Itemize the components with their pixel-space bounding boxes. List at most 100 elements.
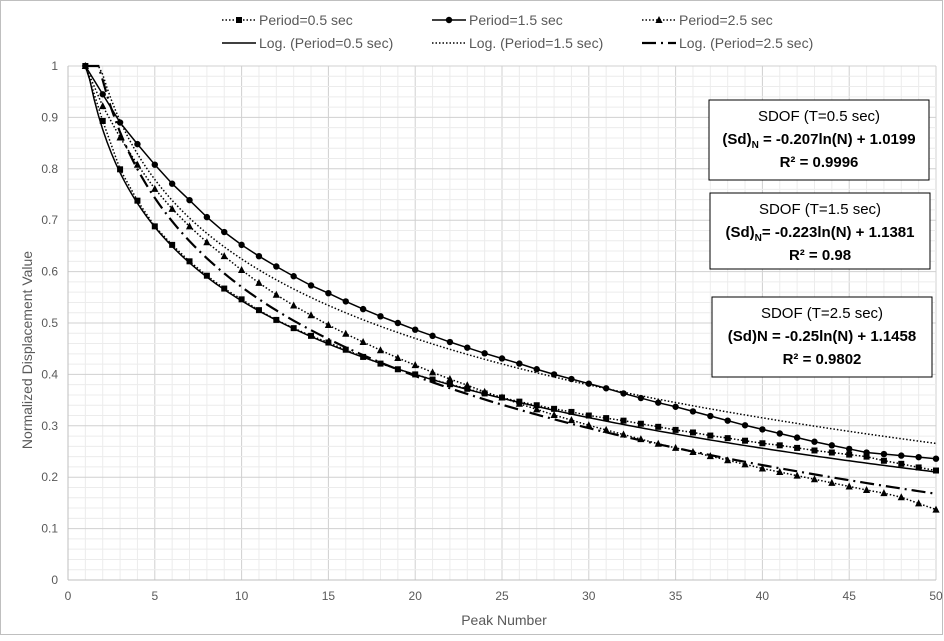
data-point — [117, 166, 124, 173]
data-point — [203, 213, 211, 221]
x-tick-label: 10 — [235, 589, 249, 603]
data-point — [672, 426, 679, 433]
equation-prefix: (Sd)N — [728, 328, 768, 345]
annotations: SDOF (T=0.5 sec)(Sd)N = -0.207ln(N) + 1.… — [708, 99, 933, 378]
data-point — [428, 368, 437, 376]
legend-label: Log. (Period=1.5 sec) — [469, 35, 603, 51]
data-point — [307, 282, 315, 289]
annotation-frame — [711, 296, 933, 378]
data-point — [759, 440, 766, 447]
data-point — [99, 102, 107, 110]
data-point — [724, 435, 731, 442]
data-point — [464, 344, 471, 351]
series-layer — [81, 62, 940, 513]
annotation-frame — [708, 99, 930, 181]
data-point — [637, 420, 644, 427]
data-point — [603, 415, 610, 422]
trendline-6 — [85, 64, 937, 495]
data-point — [324, 321, 332, 329]
legend-item: Log. (Period=0.5 sec) — [222, 35, 393, 51]
x-tick-label: 50 — [929, 589, 943, 603]
y-tick-label: 0.4 — [41, 367, 58, 381]
data-point — [655, 399, 662, 406]
annotation-box: SDOF (T=2.5 sec) (Sd)N = -0.25ln(N) + 1.1… — [711, 296, 933, 378]
data-point — [220, 252, 228, 260]
x-tick-label: 25 — [495, 589, 509, 603]
data-point — [672, 403, 679, 410]
data-point — [846, 445, 853, 453]
y-axis-label: Normalized Displacement Value — [19, 251, 35, 449]
y-tick-label: 0.1 — [41, 522, 58, 536]
data-point — [776, 442, 783, 449]
data-point — [168, 204, 176, 212]
data-point — [776, 430, 783, 437]
data-point — [186, 258, 193, 265]
annotation-r-squared: R² = 0.98 — [789, 247, 851, 264]
data-point — [793, 471, 801, 479]
data-point — [533, 402, 540, 409]
data-point — [915, 499, 923, 507]
legend-marker — [236, 17, 242, 23]
data-point — [811, 438, 818, 445]
data-point — [551, 405, 558, 412]
annotation-equation: (Sd)N= -0.223ln(N) + 1.1381 — [726, 224, 915, 244]
annotation-equation: (Sd)N = -0.207ln(N) + 1.0199 — [722, 131, 915, 151]
x-tick-label: 45 — [843, 589, 857, 603]
data-point — [742, 437, 749, 444]
x-tick-label: 0 — [65, 589, 72, 603]
data-point — [863, 449, 870, 456]
legend-item: Log. (Period=2.5 sec) — [642, 35, 813, 51]
y-tick-label: 0.6 — [41, 265, 58, 279]
annotation-box: SDOF (T=0.5 sec) (Sd)N = -0.207ln(N) + 1.… — [708, 99, 930, 181]
data-point — [620, 390, 627, 397]
data-point — [846, 451, 853, 458]
series-4 — [84, 65, 937, 473]
y-tick-label: 0 — [51, 573, 58, 587]
data-point — [185, 222, 194, 230]
data-point — [168, 180, 176, 187]
data-point — [186, 196, 193, 204]
data-point — [741, 460, 749, 468]
data-point — [776, 468, 784, 476]
data-point — [221, 285, 228, 292]
data-point — [828, 449, 835, 456]
annotation-r-squared: R² = 0.9996 — [780, 154, 859, 171]
y-tick-label: 0.9 — [41, 110, 58, 124]
data-point — [898, 460, 905, 467]
data-point — [203, 238, 211, 246]
x-tick-label: 15 — [322, 589, 336, 603]
data-point — [759, 426, 766, 433]
data-point — [863, 453, 870, 460]
x-tick-label: 20 — [409, 589, 423, 603]
equation-body: = -0.207ln(N) + 1.0199 — [759, 131, 916, 148]
data-point — [394, 319, 402, 327]
annotation-r-squared: R² = 0.9802 — [783, 351, 862, 368]
data-point — [151, 161, 158, 168]
data-point — [394, 353, 402, 361]
data-point — [880, 489, 888, 497]
legend-item: Period=0.5 sec — [222, 12, 353, 28]
data-point — [134, 140, 141, 148]
data-point — [325, 289, 332, 297]
equation-prefix: (Sd) — [722, 131, 751, 148]
data-point — [533, 366, 540, 373]
axes: 0 5 10 15 20 25 30 35 40 45 50 0 0.1 0.2 0.3 0.4 0.5 0.6 0… — [41, 59, 943, 603]
data-point — [273, 263, 280, 270]
equation-body: = -0.223ln(N) + 1.1381 — [762, 224, 915, 241]
legend-item: Period=1.5 sec — [432, 12, 563, 28]
x-tick-label: 35 — [669, 589, 683, 603]
data-point — [915, 453, 922, 461]
data-point — [933, 467, 939, 474]
data-point — [498, 355, 506, 362]
data-point — [481, 350, 488, 357]
data-point — [567, 416, 576, 424]
data-point — [533, 405, 541, 413]
legend-label: Period=1.5 sec — [469, 12, 563, 28]
data-point — [707, 412, 714, 420]
data-point — [585, 380, 592, 387]
trendline-4 — [84, 65, 937, 473]
data-point — [99, 91, 106, 98]
legend-label: Log. (Period=2.5 sec) — [679, 35, 813, 51]
data-point — [446, 375, 454, 383]
